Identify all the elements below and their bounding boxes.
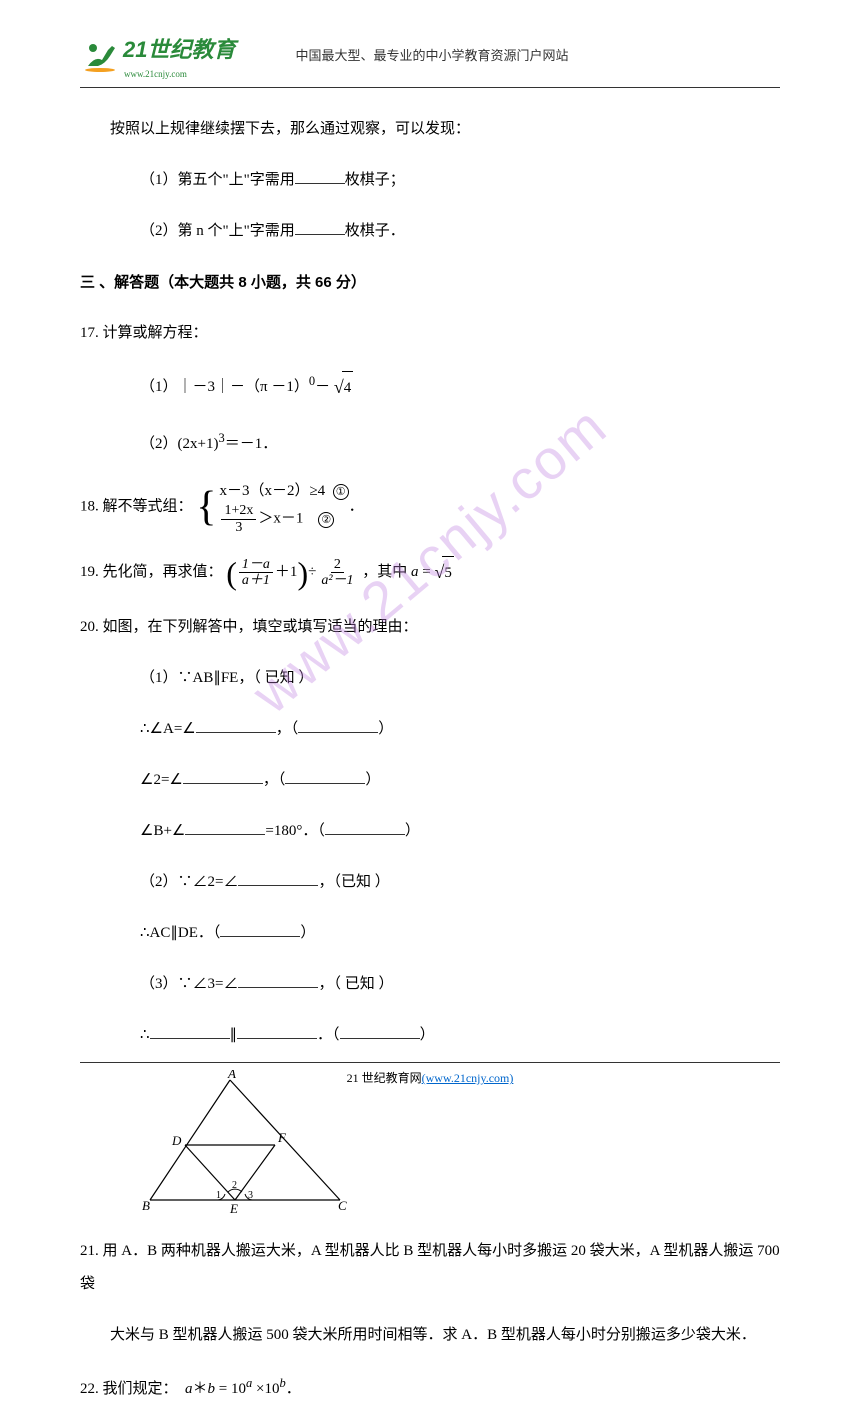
logo: 21世纪教育 www.21cnjy.com — [80, 30, 235, 82]
text: ，其中 — [362, 564, 411, 580]
text: ÷ — [308, 564, 316, 580]
q-part2: （2）第 n 个"上"字需用 枚棋子． — [80, 215, 780, 248]
q-part1: （1）第五个"上"字需用 枚棋子； — [80, 164, 780, 197]
q21b: 大米与 B 型机器人搬运 500 袋大米所用时间相等．求 A．B 型机器人每小时… — [80, 1319, 780, 1352]
text: （2）(2x+1) — [140, 436, 218, 452]
triangle-diagram: A B C D F E 1 2 3 — [140, 1070, 780, 1225]
text: ＞x－1 — [258, 511, 303, 527]
text: － — [315, 379, 330, 395]
page-header: 21世纪教育 www.21cnjy.com 中国最大型、最专业的中小学教育资源门… — [80, 30, 780, 88]
sys-line1: x－3（x－2）≥4 — [219, 483, 325, 499]
blank — [295, 169, 345, 184]
fraction: 1+2x3 — [221, 503, 256, 535]
text: （1）｜－3｜－（π －1） — [140, 379, 309, 395]
svg-text:E: E — [229, 1201, 238, 1215]
footer-link[interactable]: (www.21cnjy.com) — [422, 1071, 514, 1085]
fraction: 2a²－1 — [318, 557, 356, 589]
q21: 21. 用 A．B 两种机器人搬运大米，A 型机器人比 B 型机器人每小时多搬运… — [80, 1235, 780, 1301]
text: 19. 先化简，再求值： — [80, 564, 223, 580]
svg-text:B: B — [142, 1198, 150, 1213]
sqrt: √4 — [334, 368, 353, 408]
logo-main-text: 21世纪教育 — [123, 30, 235, 70]
q18: 18. 解不等式组： { x－3（x－2）≥4 ① 1+2x3＞x－1 ② ． — [80, 479, 780, 535]
q20-1: （1）∵AB∥FE，（ 已知 ） — [80, 662, 780, 695]
q17-2: （2）(2x+1)3＝－1． — [80, 425, 780, 461]
logo-icon — [80, 38, 120, 73]
var: a — [411, 564, 419, 580]
text: （2）第 n 个"上"字需用 — [140, 223, 295, 239]
q17: 17. 计算或解方程： — [80, 317, 780, 350]
circled-1: ① — [333, 484, 349, 500]
text: ＋1 — [275, 564, 298, 580]
sqrt-content: 4 — [342, 371, 354, 405]
svg-text:3: 3 — [248, 1190, 253, 1201]
q20-3c: ∴∥．（） — [80, 1019, 780, 1052]
svg-text:1: 1 — [216, 1190, 221, 1201]
q22: 22. 我们规定： a＊b = 10a ×10b． — [80, 1370, 780, 1406]
section-3-header: 三 、解答题（本大题共 8 小题，共 66 分） — [80, 266, 780, 299]
fraction: 1－aa＋1 — [239, 557, 273, 589]
svg-text:C: C — [338, 1198, 347, 1213]
dot: ． — [349, 499, 364, 515]
svg-text:D: D — [171, 1133, 182, 1148]
q20-1c: ∠2=∠，（） — [80, 764, 780, 797]
text: 枚棋子． — [345, 223, 405, 239]
text: （1）第五个"上"字需用 — [140, 172, 295, 188]
q20-2c: ∴AC∥DE．（） — [80, 917, 780, 950]
blank — [295, 220, 345, 235]
svg-text:2: 2 — [232, 1180, 237, 1191]
circled-2: ② — [318, 512, 334, 528]
footer-text: 21 世纪教育网 — [347, 1071, 422, 1085]
page-footer: 21 世纪教育网(www.21cnjy.com) — [80, 1062, 780, 1090]
text: 枚棋子； — [345, 172, 405, 188]
text: = — [419, 564, 435, 580]
q20-3: （3）∵∠3=∠，（ 已知 ） — [80, 968, 780, 1001]
sqrt: √5 — [435, 553, 454, 593]
q17-1: （1）｜－3｜－（π －1）0－ √4 — [80, 368, 780, 408]
q20: 20. 如图，在下列解答中，填空或填写适当的理由： — [80, 611, 780, 644]
q20-1d: ∠B+∠=180°．（） — [80, 815, 780, 848]
svg-text:F: F — [277, 1130, 287, 1145]
equation-system: { x－3（x－2）≥4 ① 1+2x3＞x－1 ② — [196, 479, 348, 535]
text: ＝－1． — [225, 436, 278, 452]
header-tagline: 中国最大型、最专业的中小学教育资源门户网站 — [295, 44, 568, 67]
text: 18. 解不等式组： — [80, 499, 193, 515]
intro-text: 按照以上规律继续摆下去，那么通过观察，可以发现： — [80, 113, 780, 146]
q19: 19. 先化简，再求值： (1－aa＋1＋1)÷2a²－1 ，其中 a = √5 — [80, 553, 780, 593]
q20-1b: ∴∠A=∠，（） — [80, 713, 780, 746]
q20-2: （2）∵∠2=∠，（已知 ） — [80, 866, 780, 899]
